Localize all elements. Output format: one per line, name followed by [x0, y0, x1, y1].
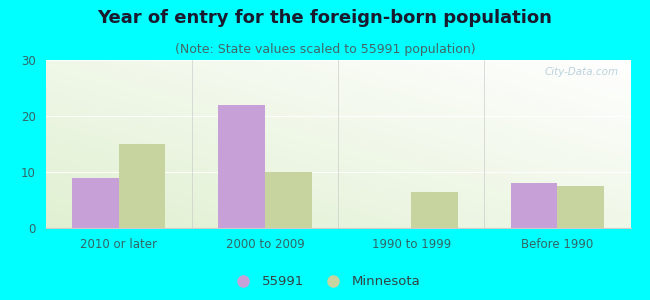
Bar	[558, 186, 604, 228]
Bar	[218, 105, 265, 228]
Text: (Note: State values scaled to 55991 population): (Note: State values scaled to 55991 popu…	[175, 44, 475, 56]
Bar	[411, 192, 458, 228]
Text: Year of entry for the foreign-born population: Year of entry for the foreign-born popul…	[98, 9, 552, 27]
Bar	[118, 144, 165, 228]
Bar	[265, 172, 311, 228]
Legend: 55991, Minnesota: 55991, Minnesota	[225, 270, 425, 293]
Bar	[510, 183, 557, 228]
Bar	[72, 178, 118, 228]
Text: City-Data.com: City-Data.com	[545, 67, 619, 77]
